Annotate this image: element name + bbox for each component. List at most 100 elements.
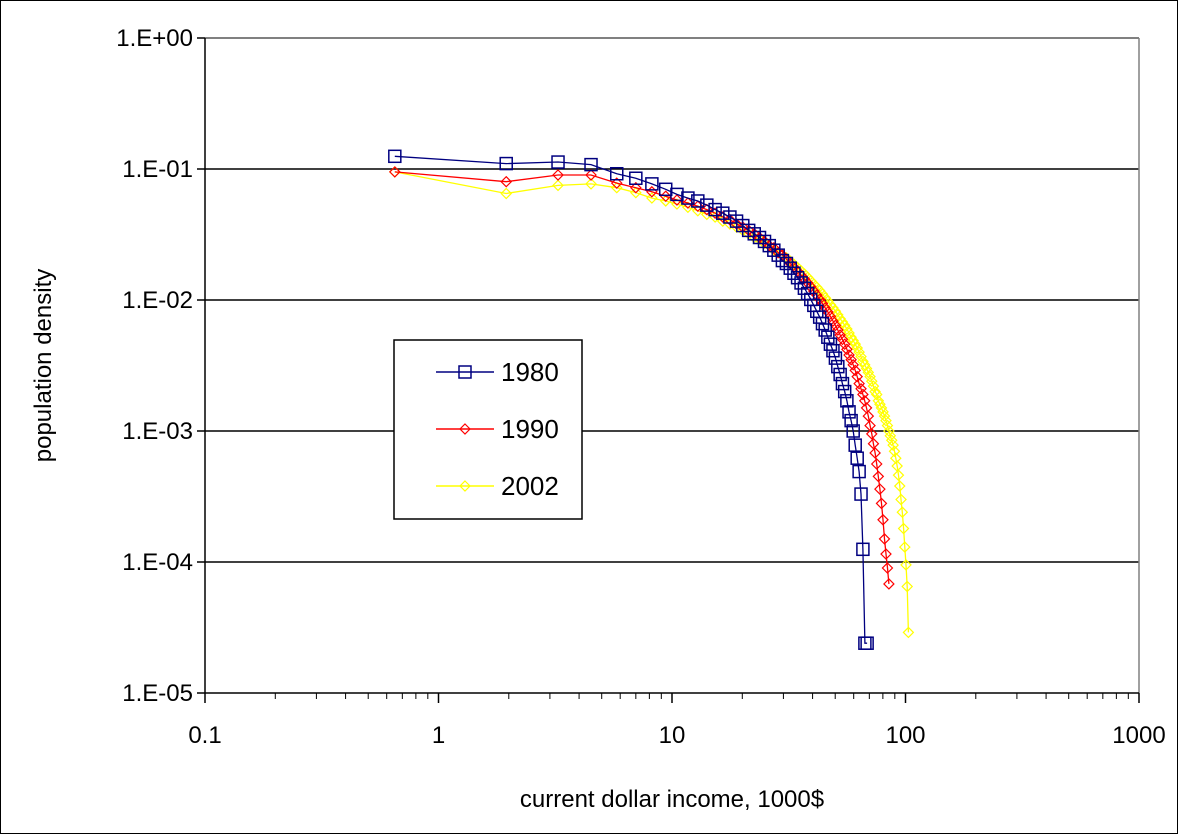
y-tick-label-3: 1.E-03 bbox=[122, 418, 193, 445]
point-1980-4 bbox=[610, 166, 624, 181]
legend-label-1980: 1980 bbox=[501, 357, 559, 387]
point-1990-64 bbox=[874, 483, 886, 495]
point-2002-74 bbox=[888, 445, 901, 458]
point-1990-57 bbox=[862, 410, 875, 422]
point-1990-5 bbox=[629, 181, 642, 194]
point-2002-59 bbox=[865, 375, 878, 388]
point-1990-55 bbox=[858, 394, 871, 407]
point-1990-2 bbox=[552, 169, 564, 181]
point-1980-12 bbox=[708, 202, 722, 217]
point-1980-9 bbox=[681, 191, 695, 205]
x-axis-title: current dollar income, 1000$ bbox=[520, 786, 824, 813]
point-2002-55 bbox=[858, 358, 871, 371]
point-1990-67 bbox=[878, 533, 891, 545]
point-2002-67 bbox=[878, 410, 891, 422]
point-1990-69 bbox=[881, 562, 894, 574]
point-1990-68 bbox=[880, 548, 892, 560]
point-1990-52 bbox=[853, 377, 865, 390]
point-1980-48 bbox=[844, 413, 858, 428]
point-2002-49 bbox=[847, 334, 860, 347]
y-tick-label-5: 1.E-05 bbox=[122, 680, 193, 707]
point-1990-3 bbox=[585, 169, 597, 181]
point-2002-43 bbox=[834, 312, 847, 325]
point-1980-0 bbox=[388, 149, 402, 164]
point-2002-65 bbox=[875, 402, 888, 414]
point-2002-62 bbox=[870, 388, 883, 401]
point-1980-20 bbox=[757, 234, 772, 249]
point-1980-3 bbox=[584, 157, 598, 172]
y-tick-label-1: 1.E-01 bbox=[122, 156, 193, 183]
point-2002-6 bbox=[646, 192, 658, 204]
point-2002-47 bbox=[843, 327, 855, 339]
point-1980-26 bbox=[783, 261, 798, 275]
point-1980-46 bbox=[840, 394, 854, 408]
point-1980-24 bbox=[775, 253, 790, 268]
point-2002-5 bbox=[629, 186, 642, 199]
point-2002-7 bbox=[659, 195, 672, 207]
point-1980-11 bbox=[700, 198, 714, 212]
point-2002-61 bbox=[869, 385, 881, 398]
point-2002-73 bbox=[887, 439, 899, 451]
point-2002-51 bbox=[851, 342, 864, 354]
x-tick-label-0: 0.1 bbox=[188, 722, 221, 749]
point-1980-28 bbox=[790, 270, 805, 285]
y-tick-label-4: 1.E-04 bbox=[122, 549, 193, 576]
point-2002-78 bbox=[893, 480, 906, 492]
point-1980-19 bbox=[752, 230, 767, 245]
point-1980-13 bbox=[716, 206, 730, 220]
point-1980-47 bbox=[842, 405, 856, 419]
point-1990-7 bbox=[659, 190, 672, 203]
y-axis-title: population density bbox=[30, 269, 57, 462]
point-1990-62 bbox=[870, 458, 883, 470]
point-2002-46 bbox=[841, 323, 853, 335]
point-2002-44 bbox=[836, 316, 849, 328]
legend-label-1990: 1990 bbox=[501, 414, 559, 444]
point-1980-40 bbox=[826, 343, 840, 358]
x-tick-label-4: 1000 bbox=[1112, 722, 1165, 749]
legend-label-2002: 2002 bbox=[501, 471, 559, 501]
point-2002-68 bbox=[880, 414, 892, 427]
point-1980-2 bbox=[551, 155, 565, 169]
point-2002-1 bbox=[500, 187, 513, 200]
point-2002-60 bbox=[867, 380, 880, 392]
point-1990-54 bbox=[857, 388, 869, 401]
point-1990-59 bbox=[865, 428, 878, 440]
point-2002-84 bbox=[901, 580, 914, 593]
point-1990-61 bbox=[869, 447, 881, 459]
point-1980-51 bbox=[850, 451, 864, 465]
point-2002-72 bbox=[885, 434, 898, 447]
point-1990-44 bbox=[836, 333, 849, 346]
point-1980-38 bbox=[821, 330, 835, 344]
point-1980-45 bbox=[837, 384, 852, 399]
point-2002-52 bbox=[853, 346, 865, 358]
x-tick-label-1: 1 bbox=[432, 722, 445, 749]
point-1980-37 bbox=[818, 323, 832, 337]
point-1980-6 bbox=[645, 177, 659, 191]
point-1990-1 bbox=[500, 175, 513, 188]
point-2002-79 bbox=[895, 493, 907, 506]
point-2002-77 bbox=[892, 469, 905, 482]
point-2002-57 bbox=[862, 366, 875, 379]
point-2002-85 bbox=[902, 626, 915, 639]
point-1990-0 bbox=[388, 166, 401, 178]
point-1990-40 bbox=[827, 315, 839, 327]
point-1990-63 bbox=[872, 470, 885, 483]
x-tick-label-3: 100 bbox=[885, 722, 925, 749]
point-1990-50 bbox=[849, 364, 862, 377]
point-1980-42 bbox=[831, 359, 845, 374]
point-1990-53 bbox=[855, 382, 867, 395]
point-2002-66 bbox=[877, 406, 889, 418]
point-2002-3 bbox=[585, 178, 597, 190]
point-2002-2 bbox=[552, 179, 564, 192]
point-2002-42 bbox=[831, 309, 844, 321]
point-1990-48 bbox=[845, 353, 857, 366]
y-tick-label-0: 1.E+00 bbox=[116, 25, 193, 52]
point-2002-40 bbox=[827, 302, 839, 314]
point-1980-52 bbox=[852, 464, 866, 479]
point-1990-49 bbox=[847, 358, 860, 371]
point-1990-41 bbox=[829, 319, 842, 332]
point-1990-39 bbox=[824, 310, 837, 323]
point-1980-8 bbox=[670, 187, 684, 202]
